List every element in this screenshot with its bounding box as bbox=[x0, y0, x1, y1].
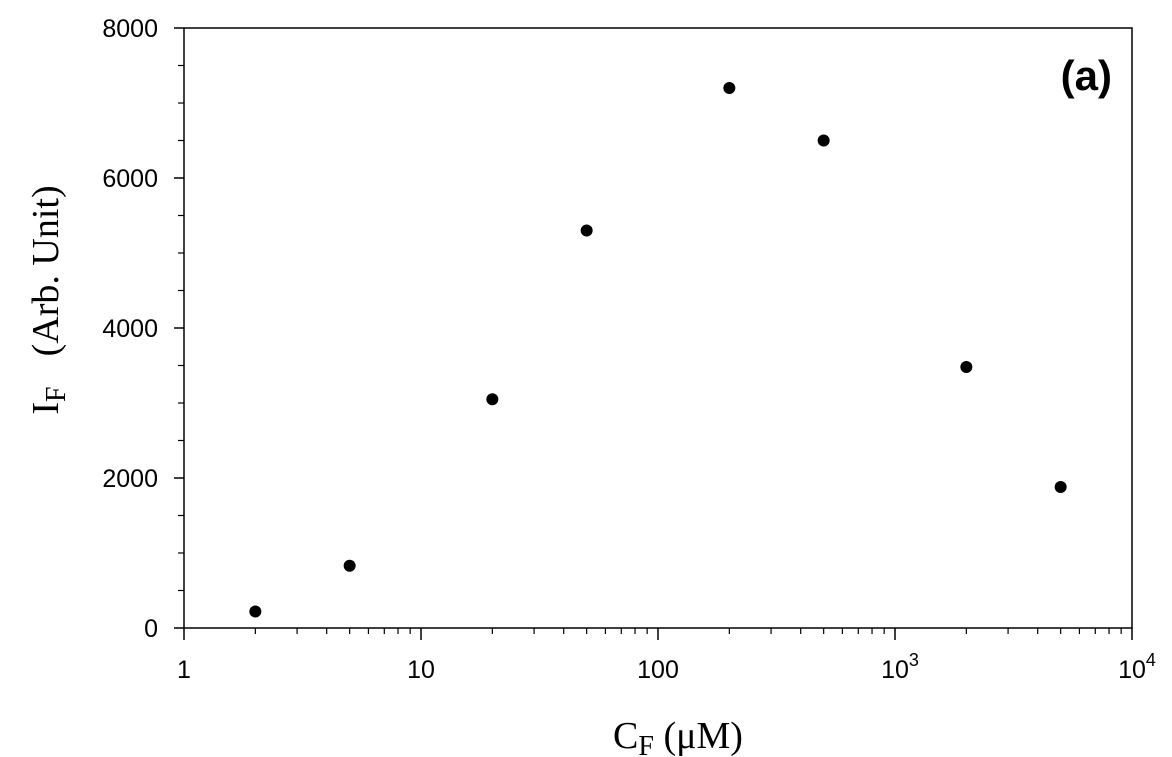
y-tick-label: 2000 bbox=[102, 465, 158, 493]
x-tick-label: 10 bbox=[407, 656, 435, 684]
data-points bbox=[249, 82, 1067, 618]
data-point bbox=[1054, 481, 1067, 493]
y-axis-label: IF(Arb. Unit) bbox=[25, 185, 72, 414]
y-tick-label: 0 bbox=[144, 615, 158, 643]
data-point bbox=[580, 224, 593, 237]
plot-frame bbox=[183, 27, 1133, 629]
data-point bbox=[343, 559, 356, 572]
data-point bbox=[249, 605, 262, 618]
x-tick-label: 103 bbox=[881, 650, 919, 684]
x-tick-label: 100 bbox=[637, 656, 679, 684]
y-tick-label: 4000 bbox=[102, 315, 158, 343]
x-axis-label: CF (μM) bbox=[613, 715, 743, 757]
panel-label: (a) bbox=[1061, 52, 1112, 99]
major-ticks bbox=[174, 27, 1133, 640]
minor-ticks bbox=[178, 64, 1122, 634]
x-tick-label: 1 bbox=[177, 656, 191, 684]
data-point bbox=[960, 361, 973, 373]
data-point bbox=[723, 82, 736, 94]
y-tick-label: 6000 bbox=[102, 165, 158, 193]
data-point bbox=[486, 393, 499, 406]
y-tick-labels: 0 2000 4000 6000 8000 bbox=[102, 15, 158, 643]
y-tick-label: 8000 bbox=[102, 15, 158, 43]
x-tick-labels: 1 10 100 103 104 bbox=[177, 650, 1156, 684]
data-point bbox=[817, 134, 830, 147]
x-tick-label: 104 bbox=[1118, 650, 1156, 684]
